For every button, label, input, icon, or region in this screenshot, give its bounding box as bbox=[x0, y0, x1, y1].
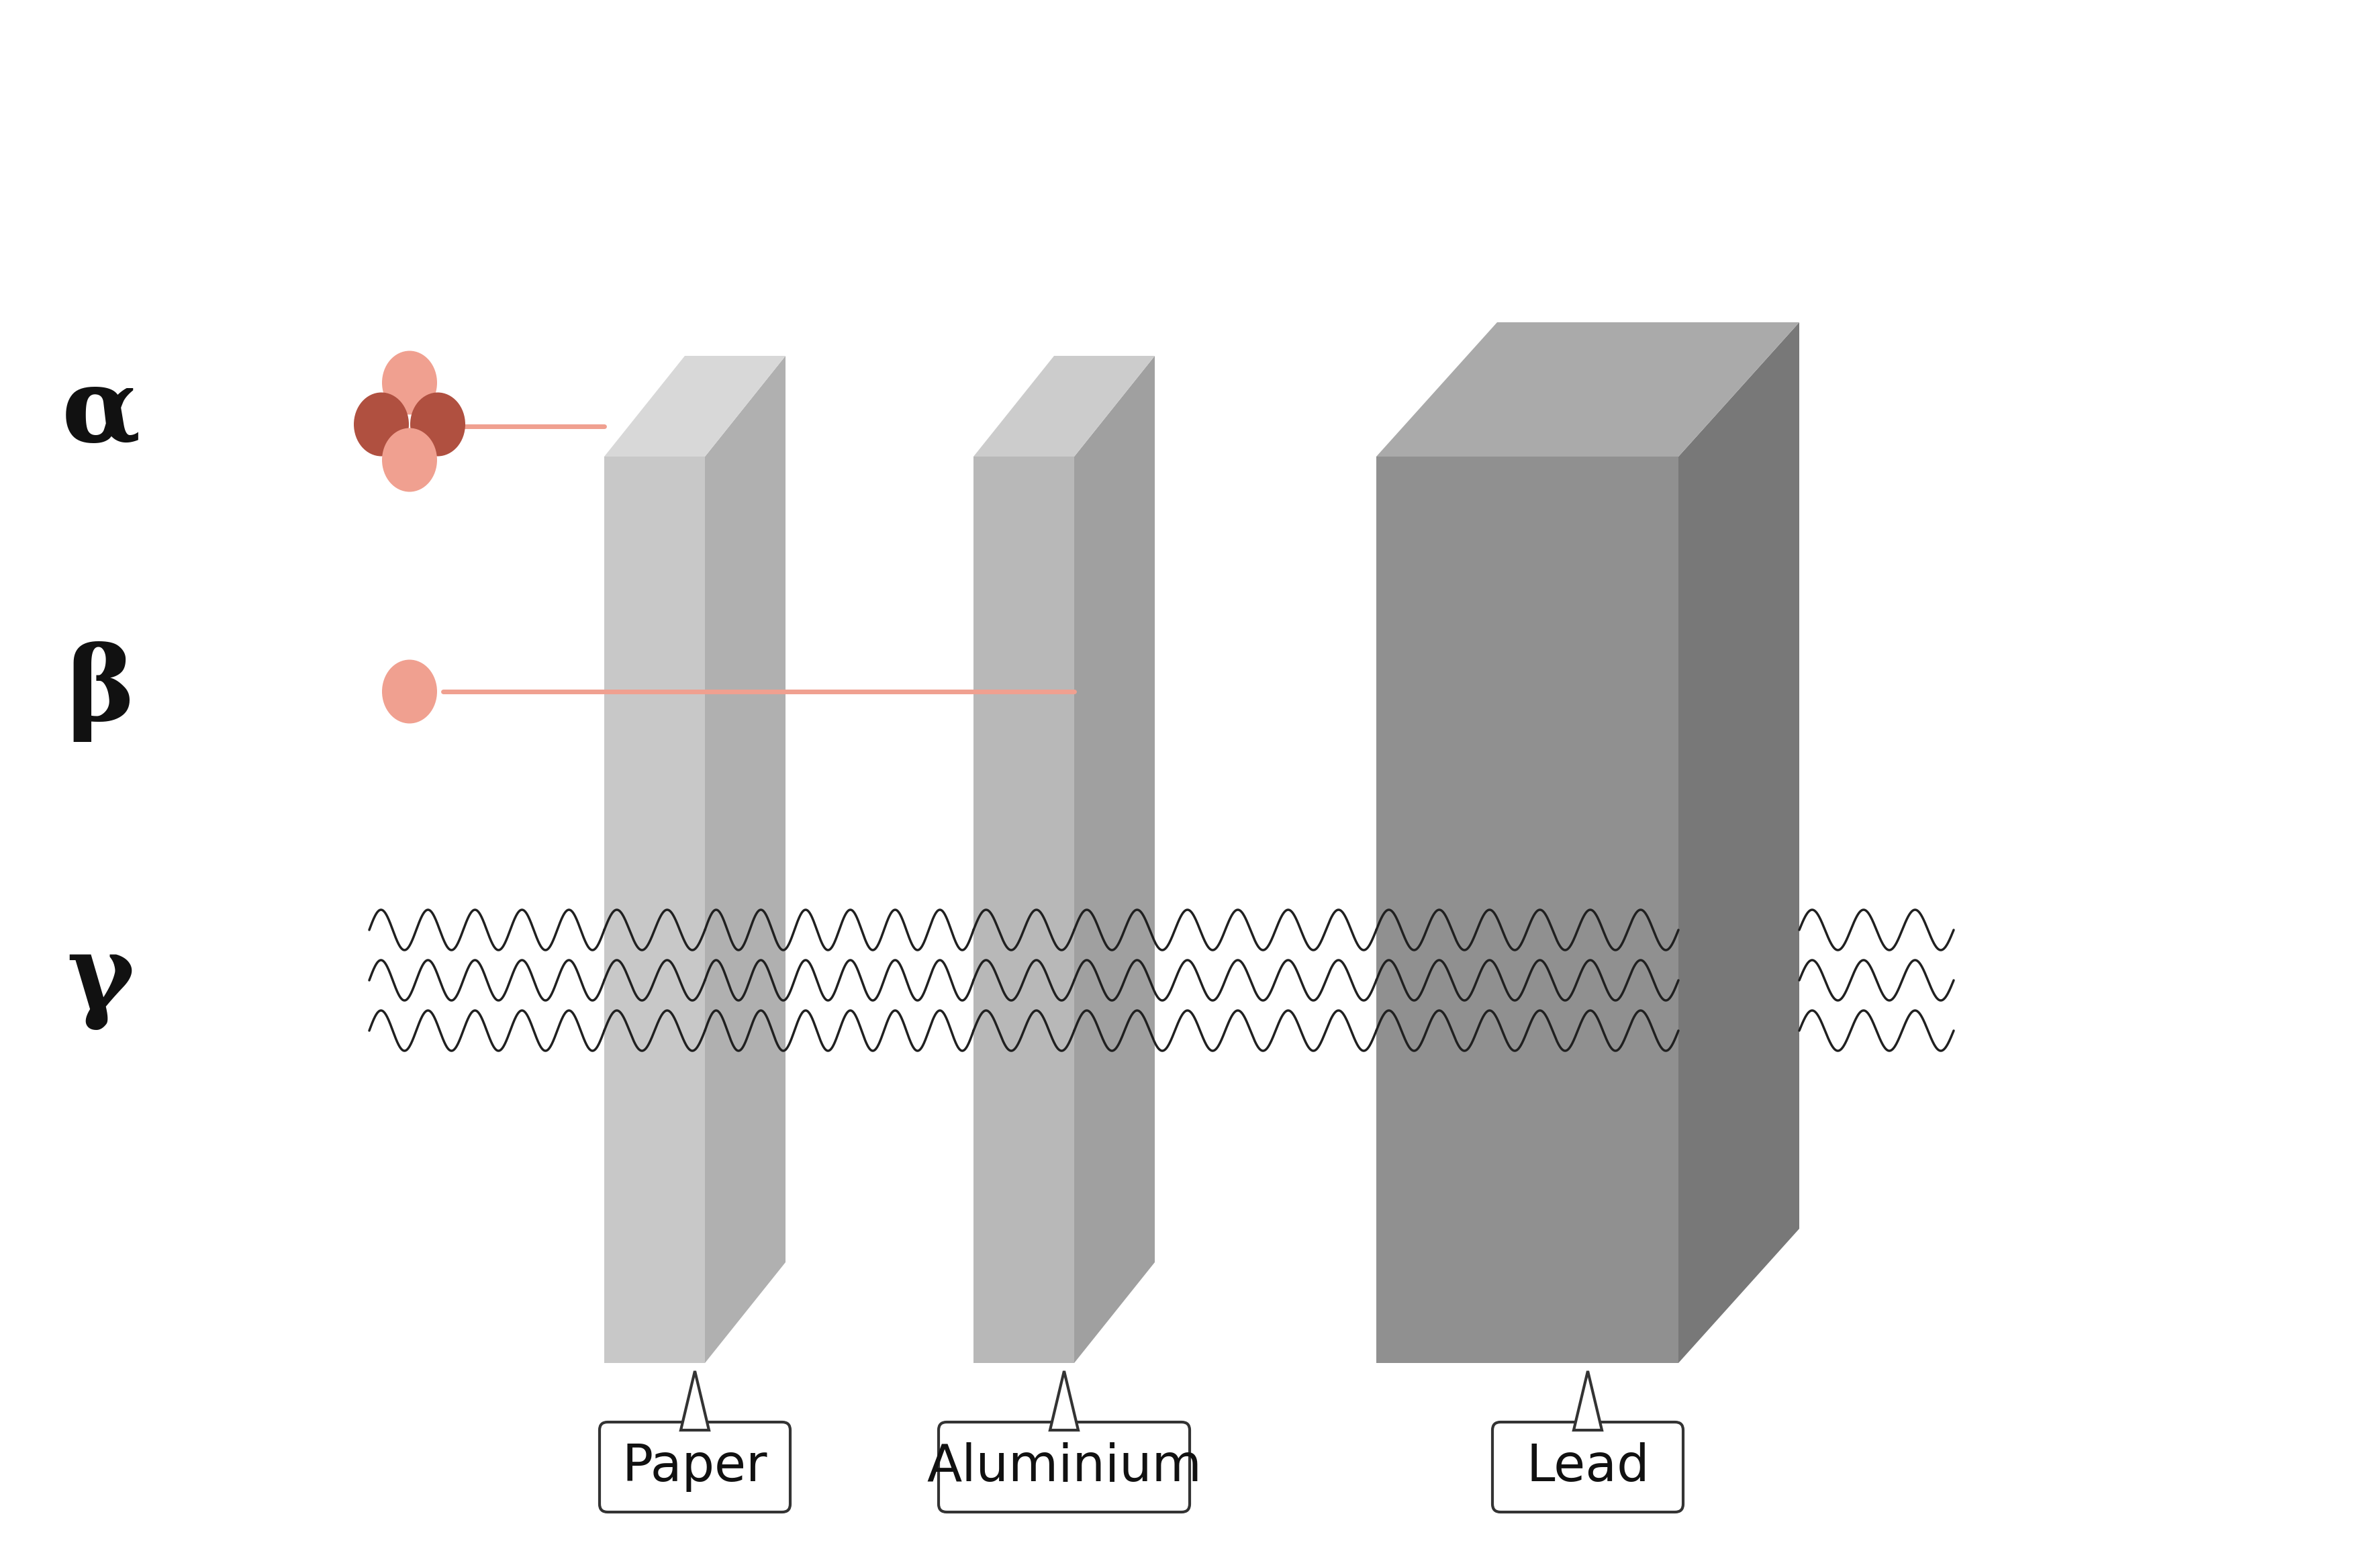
Polygon shape bbox=[681, 1371, 709, 1430]
Polygon shape bbox=[973, 355, 1154, 456]
Polygon shape bbox=[1376, 456, 1678, 1363]
Polygon shape bbox=[1376, 323, 1799, 456]
Ellipse shape bbox=[383, 351, 438, 414]
Polygon shape bbox=[704, 355, 785, 1363]
Text: Paper: Paper bbox=[621, 1442, 766, 1492]
Polygon shape bbox=[1678, 323, 1799, 1363]
Text: β: β bbox=[67, 641, 136, 741]
FancyBboxPatch shape bbox=[600, 1422, 790, 1512]
Polygon shape bbox=[1073, 355, 1154, 1363]
Ellipse shape bbox=[355, 392, 409, 456]
Polygon shape bbox=[1050, 1371, 1078, 1430]
Polygon shape bbox=[605, 355, 785, 456]
FancyBboxPatch shape bbox=[938, 1422, 1190, 1512]
Text: Lead: Lead bbox=[1526, 1442, 1649, 1492]
Text: γ: γ bbox=[67, 931, 136, 1030]
Ellipse shape bbox=[409, 392, 464, 456]
Ellipse shape bbox=[383, 659, 438, 723]
Polygon shape bbox=[1573, 1371, 1602, 1430]
Ellipse shape bbox=[383, 428, 438, 492]
Polygon shape bbox=[973, 456, 1073, 1363]
Text: α: α bbox=[62, 363, 140, 462]
Polygon shape bbox=[605, 456, 704, 1363]
FancyBboxPatch shape bbox=[1492, 1422, 1683, 1512]
Text: Aluminium: Aluminium bbox=[926, 1442, 1202, 1492]
